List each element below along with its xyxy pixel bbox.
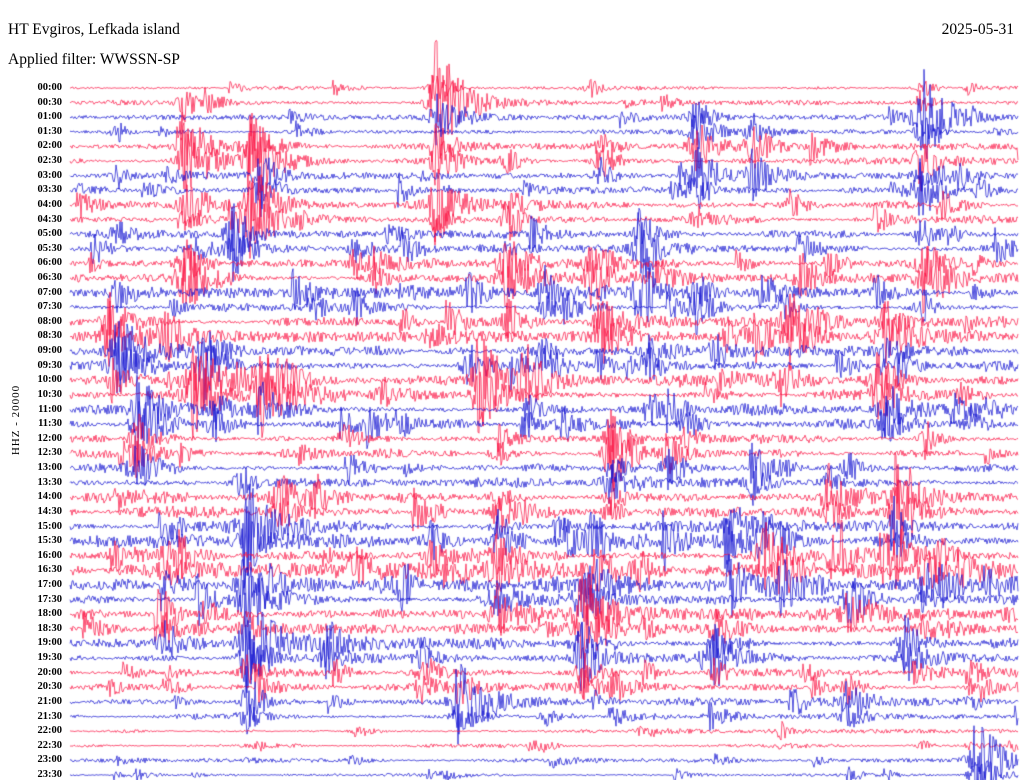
- time-label: 21:30: [37, 710, 63, 722]
- time-label: 23:30: [37, 768, 63, 780]
- time-label: 15:00: [37, 520, 63, 532]
- time-label: 23:00: [37, 754, 63, 766]
- time-label: 20:00: [37, 666, 63, 678]
- filter-label: Applied filter: WWSSN-SP: [8, 51, 180, 68]
- time-label: 00:30: [37, 96, 63, 108]
- time-label: 14:00: [37, 491, 63, 503]
- time-label: 02:30: [37, 155, 63, 167]
- time-label: 03:30: [37, 184, 63, 196]
- time-label: 01:00: [37, 111, 63, 123]
- time-label: 10:30: [37, 388, 63, 400]
- time-label: 12:30: [37, 447, 63, 459]
- time-label: 04:30: [37, 213, 63, 225]
- time-label: 03:00: [37, 169, 63, 181]
- time-label: 13:00: [37, 462, 63, 474]
- time-label: 13:30: [37, 476, 63, 488]
- time-label: 19:00: [37, 637, 63, 649]
- time-label: 17:30: [37, 593, 63, 605]
- time-label: 14:30: [37, 505, 63, 517]
- time-label: 22:30: [37, 739, 63, 751]
- time-label: 16:00: [37, 549, 63, 561]
- time-label: 09:00: [37, 345, 63, 357]
- time-label: 04:00: [37, 198, 63, 210]
- time-label: 00:00: [37, 82, 63, 93]
- time-label: 05:00: [37, 228, 63, 240]
- time-label: 12:00: [37, 432, 63, 444]
- time-label: 06:30: [37, 272, 63, 284]
- time-label: 15:30: [37, 535, 63, 547]
- station-title: HT Evgiros, Lefkada island: [8, 21, 180, 38]
- time-label: 16:30: [37, 564, 63, 576]
- time-label: 06:00: [37, 257, 63, 269]
- time-label: 10:00: [37, 374, 63, 386]
- time-label: 08:00: [37, 315, 63, 327]
- time-label: 01:30: [37, 125, 63, 137]
- time-label: 07:00: [37, 286, 63, 298]
- time-label: 18:30: [37, 622, 63, 634]
- time-label: 21:00: [37, 695, 63, 707]
- time-label: 09:30: [37, 359, 63, 371]
- time-label: 19:30: [37, 652, 63, 664]
- time-label: 22:00: [37, 725, 63, 737]
- time-label: 08:30: [37, 330, 63, 342]
- time-label: 11:30: [38, 418, 62, 430]
- time-label: 05:30: [37, 242, 63, 254]
- time-label: 02:00: [37, 140, 63, 152]
- time-label: 18:00: [37, 608, 63, 620]
- time-label: 20:30: [37, 681, 63, 693]
- record-date: 2025-05-31: [941, 21, 1014, 38]
- time-label: 11:00: [38, 403, 62, 415]
- time-label: 07:30: [37, 301, 63, 313]
- time-label: 17:00: [37, 578, 63, 590]
